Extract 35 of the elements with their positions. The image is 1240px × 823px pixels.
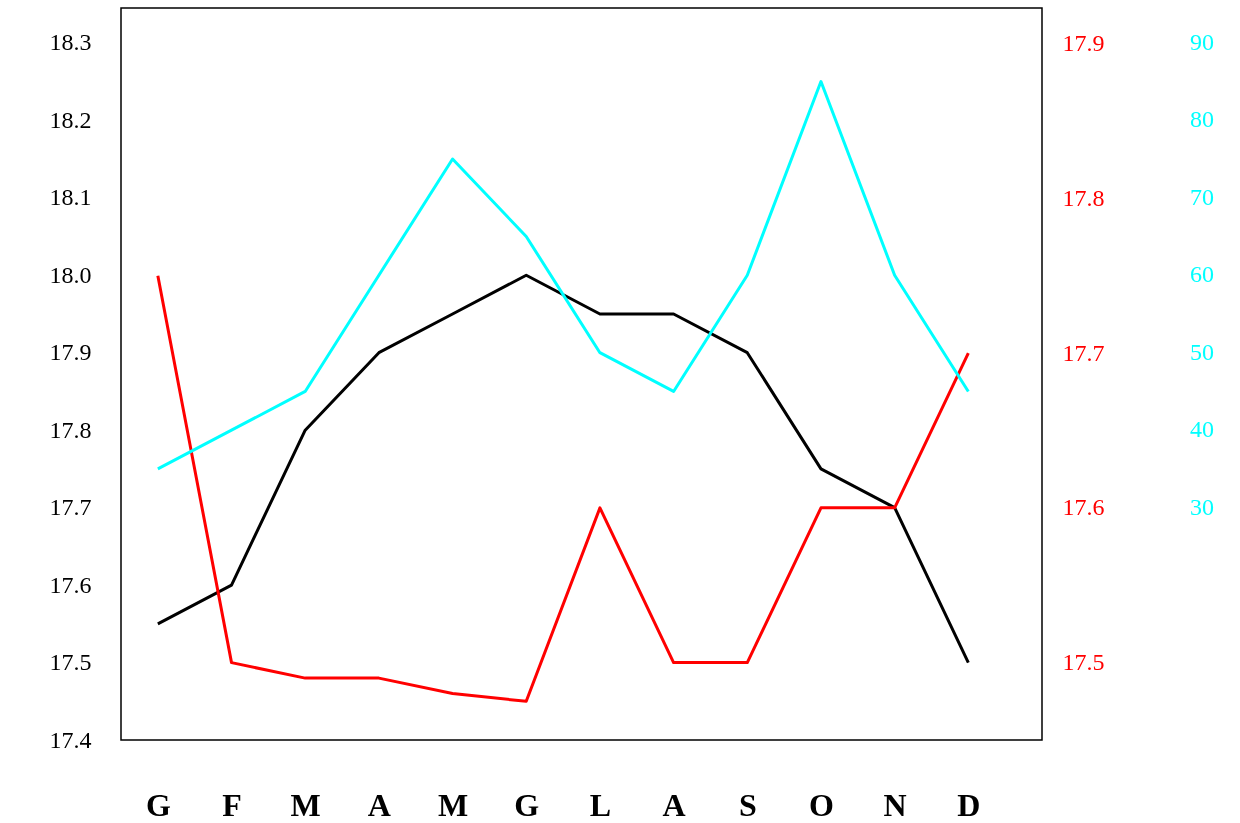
y-tick-label: 18.3 bbox=[49, 29, 92, 56]
x-tick-label: L bbox=[589, 786, 612, 823]
x-tick-label: G bbox=[514, 786, 540, 823]
y-tick-label: 17.6 bbox=[49, 571, 92, 598]
y-tick-label: 18.2 bbox=[49, 106, 92, 133]
y3-tick-label: 50 bbox=[1190, 338, 1214, 365]
line-series bbox=[156, 80, 970, 471]
y3-tick-label: 60 bbox=[1190, 261, 1214, 288]
y-tick-label: 18.1 bbox=[49, 184, 92, 211]
y2-tick-label: 17.9 bbox=[1062, 30, 1105, 57]
y3-tick-label: 40 bbox=[1190, 416, 1214, 443]
x-tick-label: O bbox=[809, 786, 834, 823]
y2-tick-label: 17.8 bbox=[1062, 184, 1105, 211]
x-tick-label: A bbox=[367, 786, 391, 823]
y-tick-label: 17.9 bbox=[49, 339, 92, 366]
y-tick-label: 17.5 bbox=[49, 649, 92, 676]
x-tick-label: S bbox=[738, 786, 757, 823]
y3-tick-label: 30 bbox=[1190, 493, 1214, 520]
y3-tick-label: 70 bbox=[1190, 183, 1214, 210]
y3-tick-label: 90 bbox=[1190, 28, 1214, 55]
x-tick-label: M bbox=[437, 786, 469, 823]
x-tick-label: M bbox=[290, 786, 321, 823]
y-tick-label: 18.0 bbox=[49, 261, 92, 288]
y2-tick-label: 17.6 bbox=[1062, 494, 1105, 521]
y2-tick-label: 17.5 bbox=[1062, 649, 1105, 676]
x-tick-label: N bbox=[883, 786, 907, 823]
x-tick-label: G bbox=[145, 786, 171, 823]
y-tick-label: 17.4 bbox=[49, 726, 92, 753]
x-tick-label: D bbox=[957, 786, 981, 823]
y3-tick-label: 80 bbox=[1190, 106, 1214, 133]
y-tick-label: 17.8 bbox=[49, 416, 92, 443]
y2-tick-label: 17.7 bbox=[1062, 339, 1105, 366]
x-tick-label: A bbox=[662, 786, 686, 823]
x-tick-label: F bbox=[222, 786, 242, 823]
y-tick-label: 17.7 bbox=[49, 494, 92, 521]
